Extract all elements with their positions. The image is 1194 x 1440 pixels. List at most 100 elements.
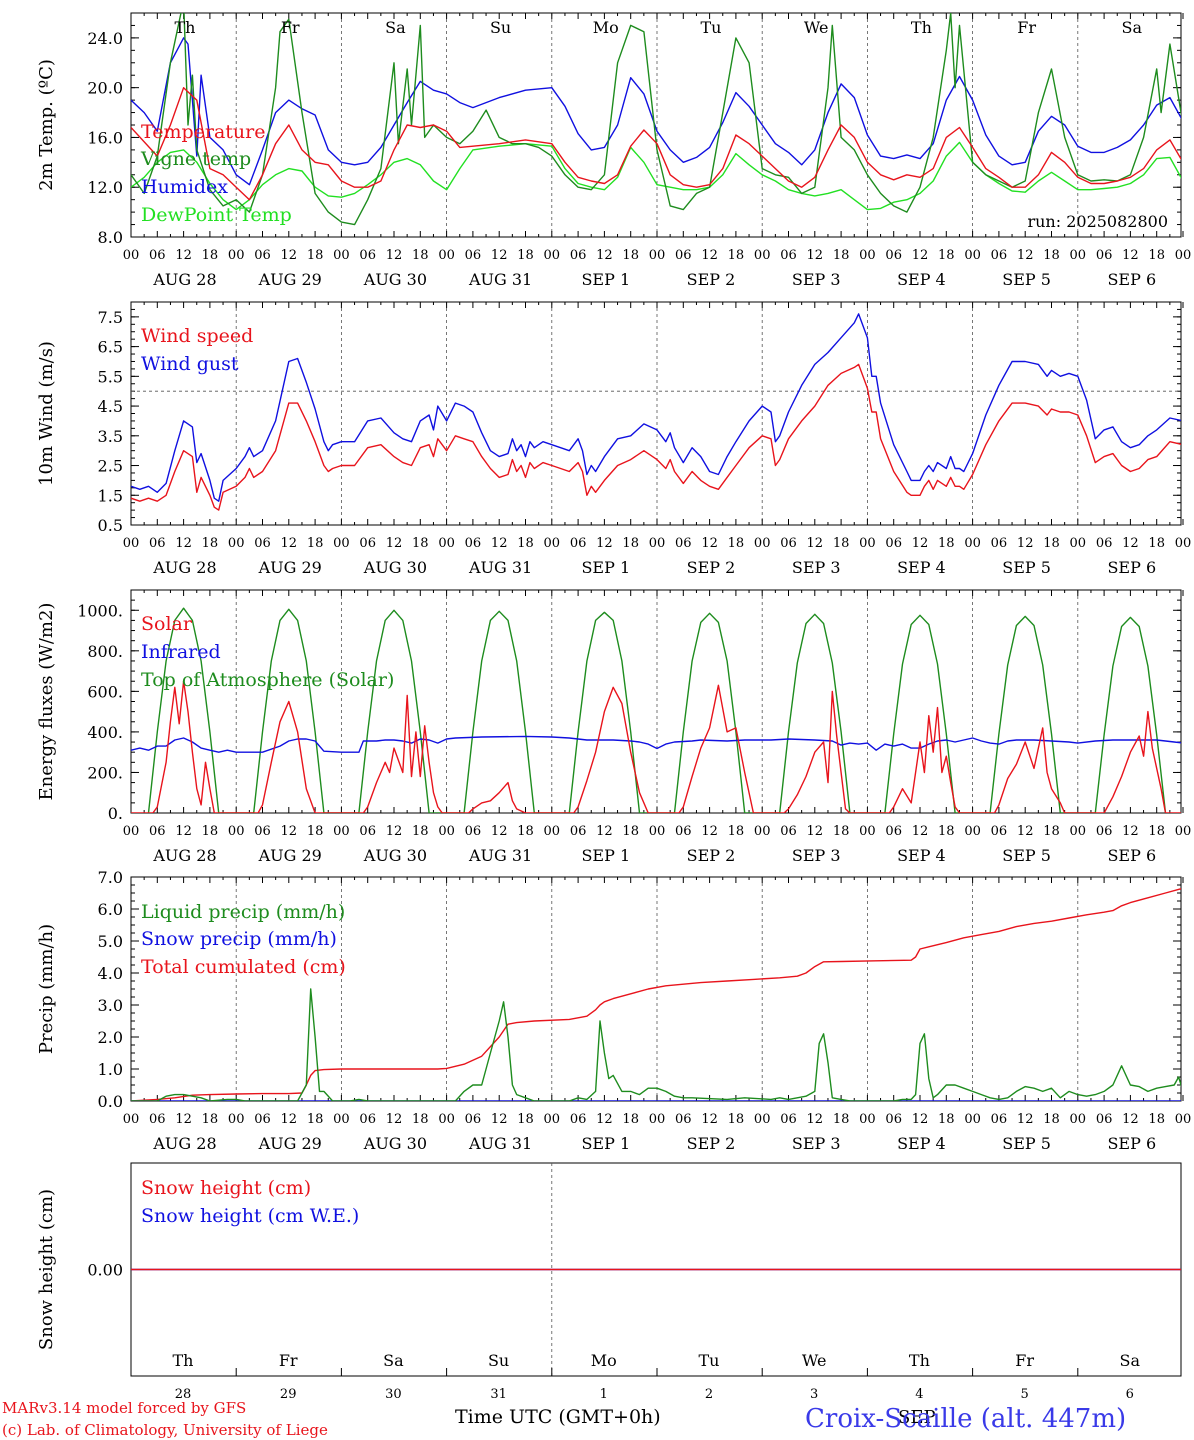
hour-label: 12 <box>386 824 403 839</box>
y-axis-label: 10m Wind (m/s) <box>36 341 57 486</box>
hour-label: 18 <box>202 1112 219 1127</box>
y-tick-label: 2.5 <box>98 457 123 476</box>
hour-label: 00 <box>964 1112 981 1127</box>
date-label: AUG 31 <box>468 846 532 865</box>
hour-label: 18 <box>728 824 745 839</box>
hour-label: 00 <box>964 536 981 551</box>
day-number: 3 <box>810 1387 818 1402</box>
hour-label: 12 <box>175 1112 192 1127</box>
weekday-label: Fr <box>1017 18 1036 37</box>
hour-label: 06 <box>675 536 692 551</box>
hour-label: 00 <box>1070 1112 1087 1127</box>
hour-label: 12 <box>912 536 929 551</box>
hour-label: 18 <box>833 1112 850 1127</box>
hour-label: 18 <box>202 536 219 551</box>
y-tick-label: 3.5 <box>98 427 123 446</box>
hour-label: 12 <box>701 1112 718 1127</box>
day-number: 29 <box>280 1387 297 1402</box>
y-tick-label: 4.0 <box>98 964 123 983</box>
y-tick-label: 24.0 <box>87 29 123 48</box>
hour-label: 12 <box>1122 824 1139 839</box>
weekday-label: Th <box>909 1351 930 1370</box>
date-label: SEP 3 <box>792 1134 841 1153</box>
hour-label: 12 <box>386 1112 403 1127</box>
hour-label: 12 <box>912 824 929 839</box>
hour-label: 18 <box>833 536 850 551</box>
panel-5: 0.00 Snow height (cm) Snow height (cm) Snow… <box>36 1162 1182 1402</box>
hour-label: 06 <box>991 1112 1008 1127</box>
hour-label: 06 <box>359 536 376 551</box>
hour-label: 12 <box>596 1112 613 1127</box>
hour-label: 00 <box>649 824 666 839</box>
day-number: 28 <box>175 1387 192 1402</box>
hour-label: 18 <box>1148 824 1165 839</box>
hour-label: 12 <box>912 248 929 263</box>
date-label: SEP 4 <box>897 558 946 577</box>
hour-label: 00 <box>859 536 876 551</box>
date-label: AUG 28 <box>152 1134 216 1153</box>
hour-label: 06 <box>885 1112 902 1127</box>
y-tick-label: 3.0 <box>98 996 123 1015</box>
hour-label: 06 <box>675 248 692 263</box>
hour-label: 06 <box>254 824 271 839</box>
hour-label: 12 <box>1017 824 1034 839</box>
legend-entry: Snow height (cm W.E.) <box>141 1205 359 1227</box>
y-tick-label: 6.0 <box>98 900 123 919</box>
hour-label: 06 <box>1096 248 1113 263</box>
weekday-label: Sa <box>385 18 406 37</box>
hour-label: 00 <box>438 536 455 551</box>
date-label: AUG 28 <box>152 846 216 865</box>
hour-label: 12 <box>701 536 718 551</box>
legend-entry: Solar <box>141 613 193 635</box>
weekday-label: Fr <box>279 1351 298 1370</box>
panel-1: 00 06 12 18 00 06 12 18 00 06 12 18 00 06 12 18 00 06 12 18… <box>36 12 1191 289</box>
date-label: AUG 29 <box>258 846 322 865</box>
hour-label: 18 <box>728 248 745 263</box>
hour-label: 06 <box>570 248 587 263</box>
weekday-label: Su <box>488 1351 509 1370</box>
hour-label: 12 <box>281 1112 298 1127</box>
date-label: SEP 4 <box>897 1134 946 1153</box>
hour-label: 06 <box>149 536 166 551</box>
hour-label: 18 <box>517 824 534 839</box>
legend-entry: DewPoint Temp <box>141 204 292 226</box>
hour-label: 06 <box>780 1112 797 1127</box>
hour-label: 06 <box>465 1112 482 1127</box>
hour-label: 12 <box>1017 248 1034 263</box>
date-label: AUG 30 <box>363 846 427 865</box>
weekday-label: Su <box>490 18 511 37</box>
series-group <box>131 13 1181 226</box>
day-number: 31 <box>490 1387 507 1402</box>
hour-label: 18 <box>517 1112 534 1127</box>
weekday-label: We <box>802 1351 827 1370</box>
series-wind-gust <box>131 313 1181 502</box>
legend-entry: Temperature <box>141 121 265 143</box>
hour-label: 00 <box>754 536 771 551</box>
date-label: SEP 6 <box>1107 558 1156 577</box>
hour-label: 00 <box>123 248 140 263</box>
hour-label: 06 <box>991 536 1008 551</box>
hour-label: 12 <box>281 824 298 839</box>
hour-label: 12 <box>596 536 613 551</box>
series-total-cumulated-cm <box>131 888 1181 1101</box>
date-label: SEP 1 <box>581 558 630 577</box>
series-wind-speed <box>131 363 1181 511</box>
hour-label: 06 <box>149 248 166 263</box>
hour-label: 00 <box>964 824 981 839</box>
hour-label: 12 <box>912 1112 929 1127</box>
y-tick-label: 400. <box>87 723 123 742</box>
hour-label: 00 <box>544 824 561 839</box>
hour-label: 06 <box>780 536 797 551</box>
hour-label: 06 <box>149 1112 166 1127</box>
month-label: SEP <box>898 1407 936 1428</box>
legend-entry: Liquid precip (mm/h) <box>141 901 345 923</box>
hour-label: 18 <box>622 536 639 551</box>
hour-label: 00 <box>754 824 771 839</box>
hour-label: 12 <box>491 1112 508 1127</box>
y-tick-label: 0. <box>108 804 123 823</box>
hour-label: 18 <box>728 536 745 551</box>
hour-label: 06 <box>675 1112 692 1127</box>
hour-label: 12 <box>1122 248 1139 263</box>
y-tick-label: 6.5 <box>98 338 123 357</box>
hour-label: 00 <box>649 536 666 551</box>
